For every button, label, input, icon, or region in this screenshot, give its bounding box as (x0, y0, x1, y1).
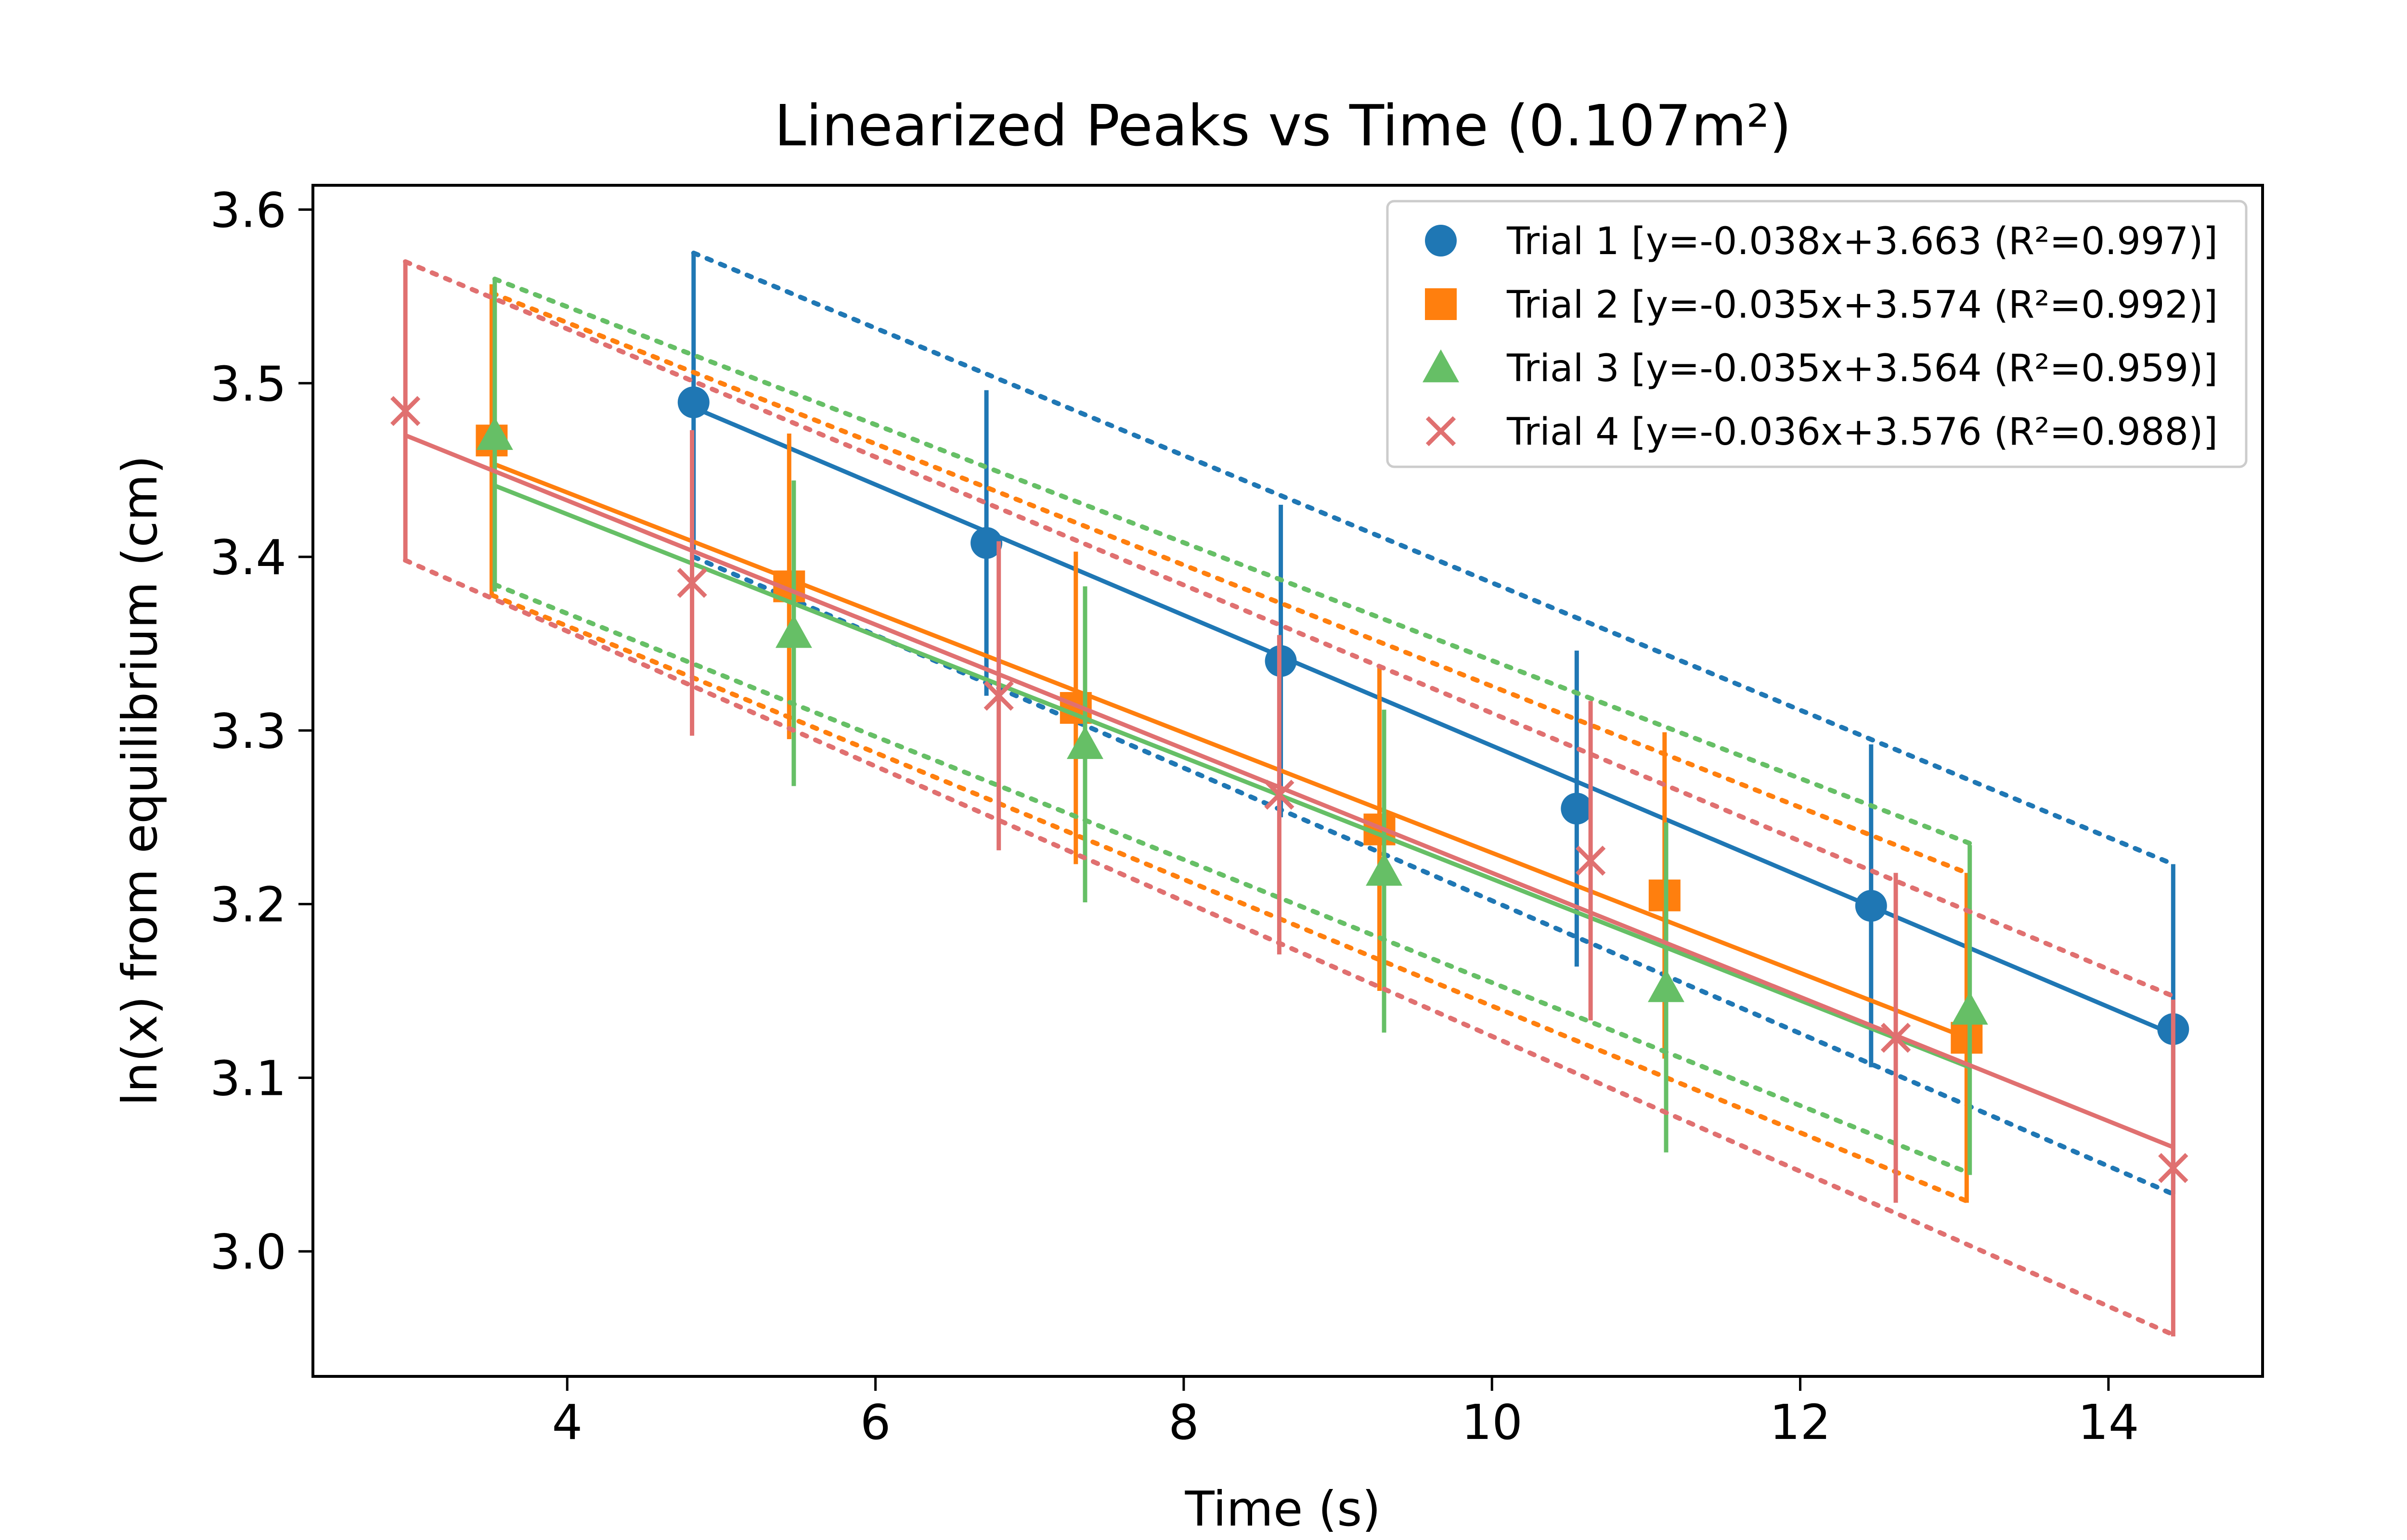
x-tick-label: 8 (1168, 1394, 1199, 1450)
series-3-point (1366, 853, 1403, 886)
series-1-upper-bound-line (691, 250, 2176, 867)
series-3-point (1951, 991, 1988, 1025)
y-tick-label: 3.6 (210, 182, 286, 239)
y-axis-label: ln(x) from equilibrium (cm) (112, 455, 168, 1106)
legend-marker-4 (1425, 416, 1456, 447)
legend-label-4: Trial 4 [y=-0.036x+3.576 (R²=0.988)] (1506, 411, 2218, 454)
series-3-point (1066, 726, 1103, 759)
x-tick-label: 4 (552, 1394, 582, 1450)
legend: Trial 1 [y=-0.038x+3.663 (R²=0.997)] Tria… (1386, 200, 2248, 468)
series-1-point (971, 527, 1003, 559)
series-1-point (677, 386, 710, 418)
x-tick-label: 14 (2078, 1394, 2139, 1450)
series-2-upper-bound-line (489, 290, 1969, 875)
y-tick-label: 3.2 (210, 877, 286, 933)
series-4-upper-bound-line (403, 259, 2176, 999)
series-3-point (1647, 969, 1684, 1002)
legend-label-3: Trial 3 [y=-0.035x+3.564 (R²=0.959)] (1506, 347, 2218, 390)
legend-box (1386, 200, 2248, 468)
chart-title: Linearized Peaks vs Time (0.107m²) (775, 92, 1792, 159)
series-1 (677, 250, 2189, 1197)
y-tick-label: 3.3 (210, 703, 286, 759)
series-4-fit-line (404, 433, 2174, 1149)
y-tick-label: 3.4 (210, 529, 286, 586)
series-4-point (677, 568, 707, 598)
series-3-point (476, 417, 513, 450)
series-4 (390, 259, 2188, 1337)
series-3 (476, 276, 1988, 1176)
series-2-point (1951, 1022, 1983, 1054)
x-tick-label: 12 (1770, 1394, 1831, 1450)
y-tick-label: 3.1 (210, 1050, 286, 1106)
series-4-point (1264, 780, 1294, 810)
series-3-lower-bound-line (492, 582, 1972, 1176)
axes-frame (311, 184, 2264, 1378)
series-4-point (390, 396, 421, 426)
series-1-lower-bound-line (691, 554, 2176, 1197)
y-tick-label: 3.0 (210, 1224, 286, 1280)
series-4-lower-bound-line (403, 558, 2176, 1337)
series-2-fit-line (491, 461, 1967, 1040)
legend-marker-3 (1423, 349, 1459, 383)
legend-marker-2 (1425, 288, 1457, 320)
series-4-point (1880, 1023, 1911, 1053)
x-tick-label: 6 (860, 1394, 891, 1450)
plot-area (390, 250, 2189, 1337)
series-1-point (1855, 890, 1887, 922)
series-4-point (1575, 846, 1606, 876)
series-4-point (2158, 1153, 2188, 1183)
series-3-point (775, 615, 812, 648)
series-4-point (984, 680, 1014, 711)
series-3-fit-line (494, 483, 1971, 1069)
legend-marker-1 (1425, 225, 1457, 257)
series-1-point (1561, 793, 1593, 825)
x-tick-label: 10 (1462, 1394, 1523, 1450)
y-tick-label: 3.5 (210, 356, 286, 412)
axis-ticks: 4 6 8 10 12 14 3.0 3.1 3.2 3.3 3.4 3.5 3.6 (210, 182, 2139, 1450)
series-2-lower-bound-line (489, 592, 1969, 1204)
x-axis-label: Time (s) (1185, 1481, 1381, 1537)
legend-label-2: Trial 2 [y=-0.035x+3.574 (R²=0.992)] (1506, 283, 2218, 327)
legend-label-1: Trial 1 [y=-0.038x+3.663 (R²=0.997)] (1506, 220, 2218, 263)
series-1-fit-line (693, 405, 2174, 1037)
series-3-upper-bound-line (492, 276, 1972, 846)
